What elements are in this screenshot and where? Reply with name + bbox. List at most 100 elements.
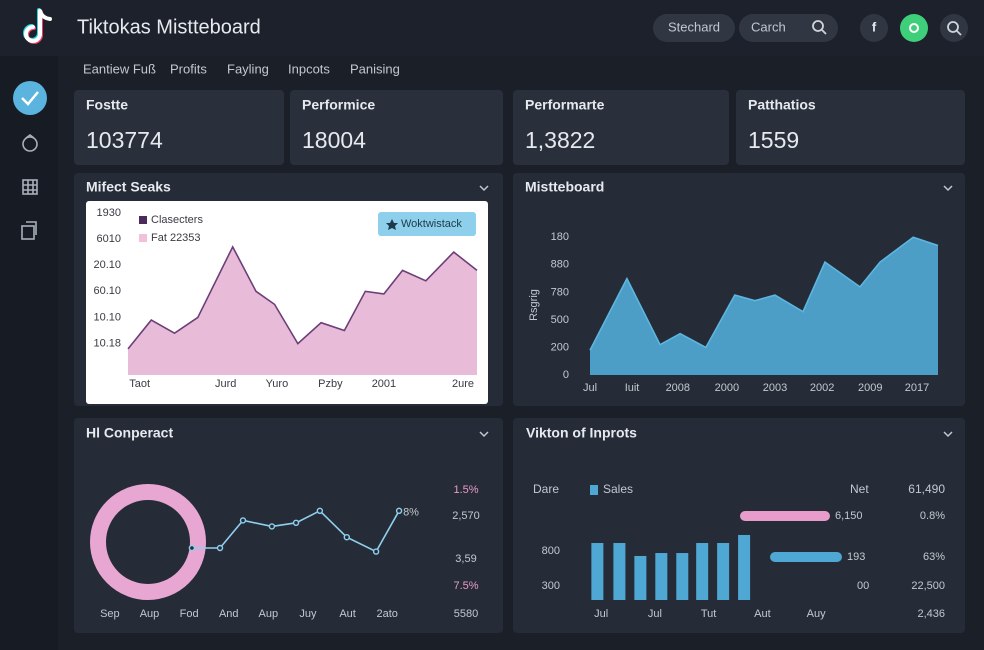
button-label[interactable]: Stechard [668,19,720,34]
nav-icon-active[interactable] [13,81,47,115]
area [128,246,477,375]
x-tick-label: Jul [594,608,608,620]
x-tick-label: Pzby [318,378,343,390]
progress-bar [770,552,842,562]
y-tick-label: 780 [551,286,569,298]
x-tick-label: Auy [807,608,826,620]
button[interactable] [653,14,735,42]
point [292,519,300,526]
search-button[interactable] [940,14,968,42]
stat-label: Patthatios [748,97,816,113]
point [239,517,247,524]
row-label: 00 [857,580,869,592]
bar [655,553,668,600]
legend-label: Clasecters [151,214,203,226]
row-value: 63% [923,551,945,563]
nav-item[interactable]: Profits [170,61,207,76]
social-button[interactable] [860,14,888,42]
x-tick-label: Aup [259,608,279,620]
sidebar-icons[interactable] [21,134,38,240]
chart-button-label[interactable]: Woktwistack [401,218,462,230]
x-tick-label: Taot [129,378,150,390]
area [590,237,938,375]
table-head: Dare [533,482,559,496]
x-tick-label: Aut [754,608,771,620]
stat-cards: Fostte 103774 Performice 18004 Performarte 1,… [74,90,965,165]
y-tick-label: 10.18 [93,338,121,350]
stat-card [290,90,503,165]
row-label: 6,150 [835,510,863,522]
y-tick-label: 6010 [97,233,121,245]
x-tick-label: 2009 [858,382,882,394]
stat-card [74,90,284,165]
bar [591,543,604,600]
x-tick-label: Yuro [266,378,289,390]
x-tick-label: 2ato [376,608,397,620]
panel [513,418,965,633]
row-label: 193 [847,551,865,563]
y-axis-label: Rsgrig [528,289,540,321]
y-tick-label: 300 [542,580,560,592]
stat-label: Performice [302,97,375,113]
x-tick-label: 2017 [905,382,929,394]
point [343,534,350,541]
y-tick-label: 60.10 [93,285,121,297]
check-icon [21,91,39,106]
status-icon [909,23,919,33]
x-tick-label: 2000 [715,382,739,394]
nav-item[interactable]: Eantiew Fuß [83,61,156,76]
bar [634,555,647,600]
point [216,544,224,552]
bar [696,543,709,600]
point [316,507,324,514]
x-tick-label: Fod [180,608,199,620]
x-tick-label: And [219,608,239,620]
side-label: 7.5% [453,580,478,592]
stat-value: 1,3822 [525,127,595,153]
row-value: 2,436 [917,608,945,620]
search-placeholder[interactable]: Carch [751,19,786,34]
legend-swatch [139,234,147,242]
point [372,548,380,555]
search-box[interactable] [739,14,838,42]
x-tick-label: Jurd [215,378,236,390]
side-label: 1.5% [453,484,478,496]
donut-ring [90,484,206,600]
annotation: 8% [403,507,419,519]
x-tick-label: Tut [701,608,717,620]
x-tick-label: 2003 [763,382,787,394]
x-tick-label: Iuit [625,382,640,394]
point [268,523,276,530]
nav-item[interactable]: Inpcots [288,61,330,76]
sidebar [0,56,58,650]
star-icon [386,219,398,230]
bar [613,543,626,600]
panel [74,418,503,633]
stat-value: 18004 [302,127,366,153]
legend-label: Sales [603,482,633,496]
legend-swatch [139,216,147,224]
panel-title: Mifect Seaks [86,179,171,195]
progress-bar [740,511,830,521]
point [188,544,196,552]
social-label[interactable]: f [872,19,877,34]
status-button[interactable] [900,14,928,42]
stat-value: 1559 [748,127,799,153]
x-tick-label: Sep [100,608,120,620]
y-tick-label: 200 [551,341,569,353]
stat-label: Fostte [86,97,128,113]
bar [676,553,689,600]
chevrons[interactable] [479,185,953,438]
search-icon [947,21,962,36]
nav-item[interactable]: Panising [350,61,400,76]
panel-title: Hl Conperact [86,425,173,441]
table-head: Net [850,482,869,496]
x-tick-label: Jul [583,382,597,394]
y-tick-label: 20.10 [93,259,121,271]
nav-item[interactable]: Fayling [227,61,269,76]
chart-button[interactable] [378,212,476,236]
x-tick-label: Aut [339,608,356,620]
x-tick-label: 2002 [810,382,834,394]
stat-card [736,90,965,165]
